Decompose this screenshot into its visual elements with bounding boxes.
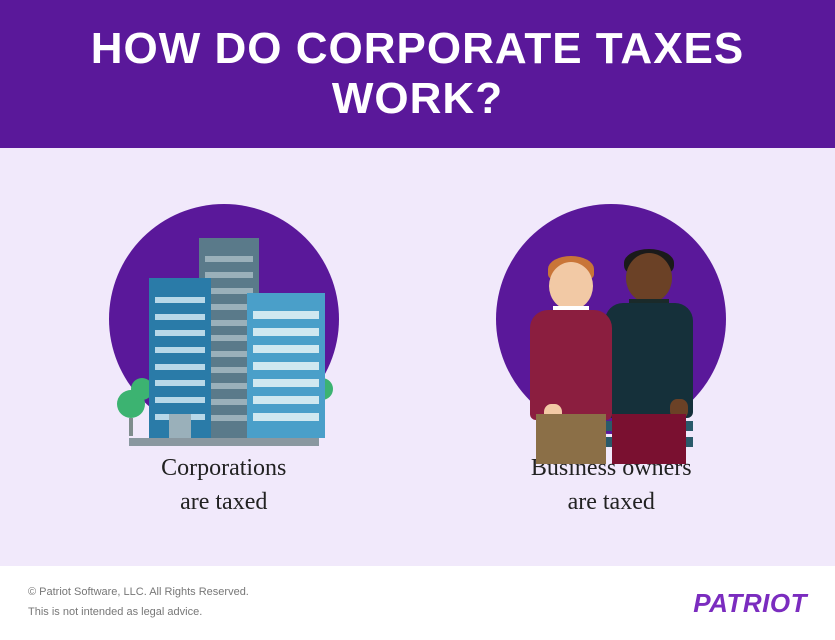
page-title: HOW DO CORPORATE TAXES WORK?: [20, 24, 815, 124]
header-banner: HOW DO CORPORATE TAXES WORK?: [0, 0, 835, 148]
corporations-graphic: [109, 204, 339, 434]
brand-logo: PATRIOT: [693, 588, 807, 619]
copyright-text: © Patriot Software, LLC. All Rights Rese…: [28, 583, 249, 603]
disclaimer-text: This is not intended as legal advice.: [28, 603, 249, 623]
caption-line: are taxed: [180, 489, 267, 515]
buildings-icon: [109, 234, 339, 464]
footer-legal: © Patriot Software, LLC. All Rights Rese…: [28, 583, 249, 623]
panel-owners: Business owners are taxed: [418, 204, 806, 519]
content-area: Corporations are taxed: [0, 148, 835, 566]
footer: © Patriot Software, LLC. All Rights Rese…: [0, 566, 835, 640]
owners-graphic: [496, 204, 726, 434]
people-icon: [496, 234, 726, 464]
caption-line: are taxed: [568, 489, 655, 515]
panel-corporations: Corporations are taxed: [30, 204, 418, 519]
